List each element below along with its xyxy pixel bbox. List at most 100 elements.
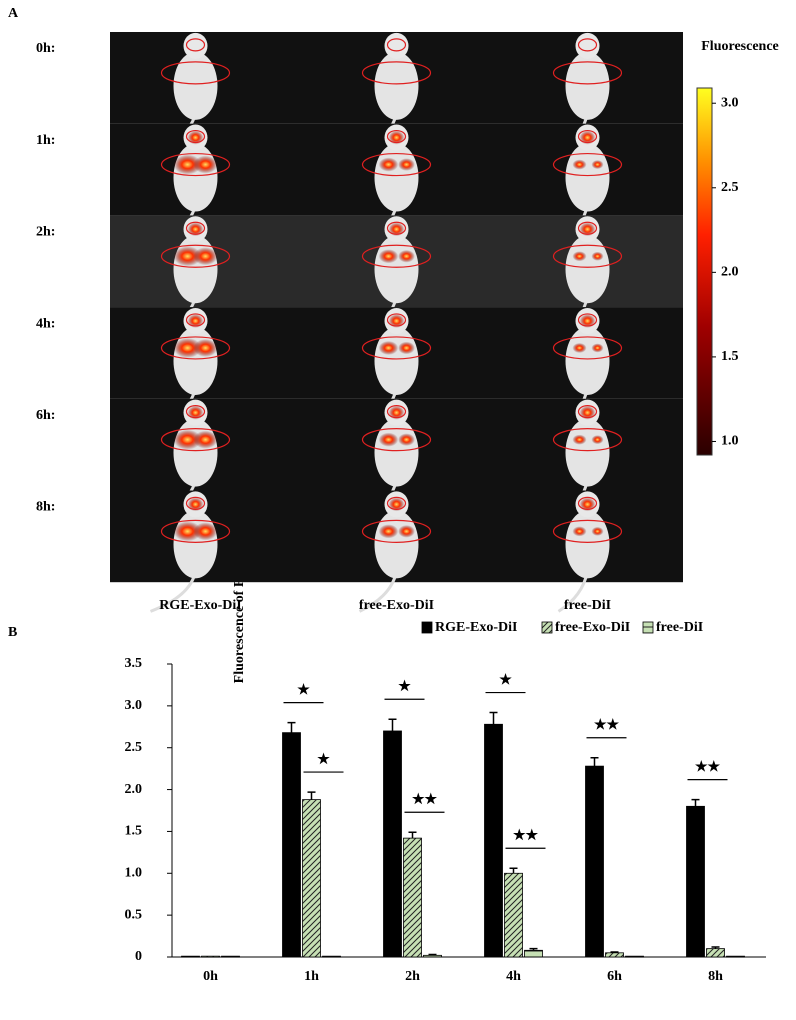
row-label: 2h:: [36, 225, 55, 240]
roi: [386, 38, 407, 52]
roi: [185, 313, 206, 327]
significance: ★★: [594, 717, 620, 733]
signal: [398, 341, 415, 355]
bar: [706, 948, 725, 958]
bar: [302, 799, 321, 958]
roi: [386, 313, 407, 327]
signal: [378, 157, 399, 172]
bar: [282, 732, 301, 958]
bar: [524, 949, 543, 958]
roi: [160, 152, 231, 177]
error-bar: [529, 947, 538, 951]
roi: [361, 428, 432, 452]
row-label: 6h:: [36, 408, 55, 423]
colorbar-tick-label: 2.0: [721, 265, 739, 280]
signal: [398, 525, 415, 538]
x-tick-label: 2h: [405, 969, 420, 984]
signal: [398, 249, 415, 263]
significance: ★: [297, 682, 310, 698]
signal: [378, 524, 399, 539]
signal: [591, 526, 604, 536]
bar: [484, 723, 503, 958]
signal: [378, 249, 399, 264]
signal: [193, 247, 218, 266]
legend-swatch: [642, 621, 654, 634]
error-bar: [509, 867, 518, 874]
signal: [193, 155, 218, 174]
mouse-image: [110, 490, 301, 613]
signal: [193, 430, 218, 449]
significance: ★★: [513, 827, 539, 843]
bar: [625, 955, 644, 958]
roi: [185, 129, 206, 144]
roi: [185, 221, 206, 235]
legend-swatch: [421, 621, 433, 634]
mouse-image: [110, 307, 301, 430]
bar: [605, 952, 624, 958]
bar: [403, 837, 422, 958]
mouse-image: [492, 307, 683, 430]
roi: [577, 221, 598, 235]
signal: [378, 432, 399, 447]
signal: [173, 154, 202, 175]
mouse-body: [374, 51, 419, 120]
legend-swatch: [541, 621, 553, 634]
significance: ★★: [412, 791, 438, 807]
mouse-image: [492, 398, 683, 521]
roi: [160, 61, 231, 85]
mouse-image: [301, 215, 492, 338]
signal: [572, 526, 587, 537]
signal: [579, 222, 596, 237]
signal: [173, 429, 202, 450]
roi: [361, 519, 432, 543]
mouse-image: [301, 398, 492, 522]
colorbar-tick-label: 1.0: [721, 434, 739, 449]
colorbar-title: Fluorescence: [701, 39, 779, 54]
signal: [187, 130, 204, 145]
signal: [398, 158, 415, 171]
mouse-image: [301, 32, 492, 155]
signal: [591, 251, 604, 261]
roi: [160, 244, 231, 268]
x-tick-label: 6h: [607, 969, 622, 984]
signal: [173, 246, 202, 267]
signal: [378, 340, 399, 355]
y-tick-label: 3.0: [125, 698, 143, 713]
signal: [579, 405, 596, 420]
bar: [383, 730, 402, 958]
bar: [423, 954, 442, 958]
signal: [572, 342, 587, 353]
mouse-image: [492, 32, 683, 155]
legend-label: free-DiI: [656, 620, 703, 635]
roi: [577, 38, 598, 52]
signal: [591, 435, 604, 445]
roi: [552, 244, 623, 268]
signal: [173, 521, 202, 542]
bar: [726, 955, 745, 958]
signal: [579, 130, 596, 145]
error-bar: [287, 721, 296, 733]
error-bar: [610, 951, 619, 953]
bar: [504, 872, 523, 958]
colorbar-tick-label: 2.5: [721, 180, 739, 195]
x-tick-label: 1h: [304, 969, 319, 984]
y-tick-label: 0.5: [125, 907, 143, 922]
significance: ★: [499, 672, 512, 688]
colorbar-tick-label: 1.5: [721, 349, 739, 364]
roi: [185, 405, 206, 419]
signal: [398, 433, 415, 446]
roi: [386, 129, 407, 144]
roi: [386, 221, 407, 235]
mouse-head: [384, 32, 409, 59]
signal: [187, 313, 204, 328]
signal: [388, 497, 405, 512]
signal: [187, 497, 204, 512]
signal: [193, 522, 218, 541]
mouse-image: [110, 215, 301, 338]
column-label: free-Exo-DiI: [359, 598, 434, 613]
signal: [572, 159, 587, 170]
y-tick-label: 2.5: [125, 740, 143, 755]
roi: [185, 496, 206, 510]
signal: [591, 343, 604, 353]
